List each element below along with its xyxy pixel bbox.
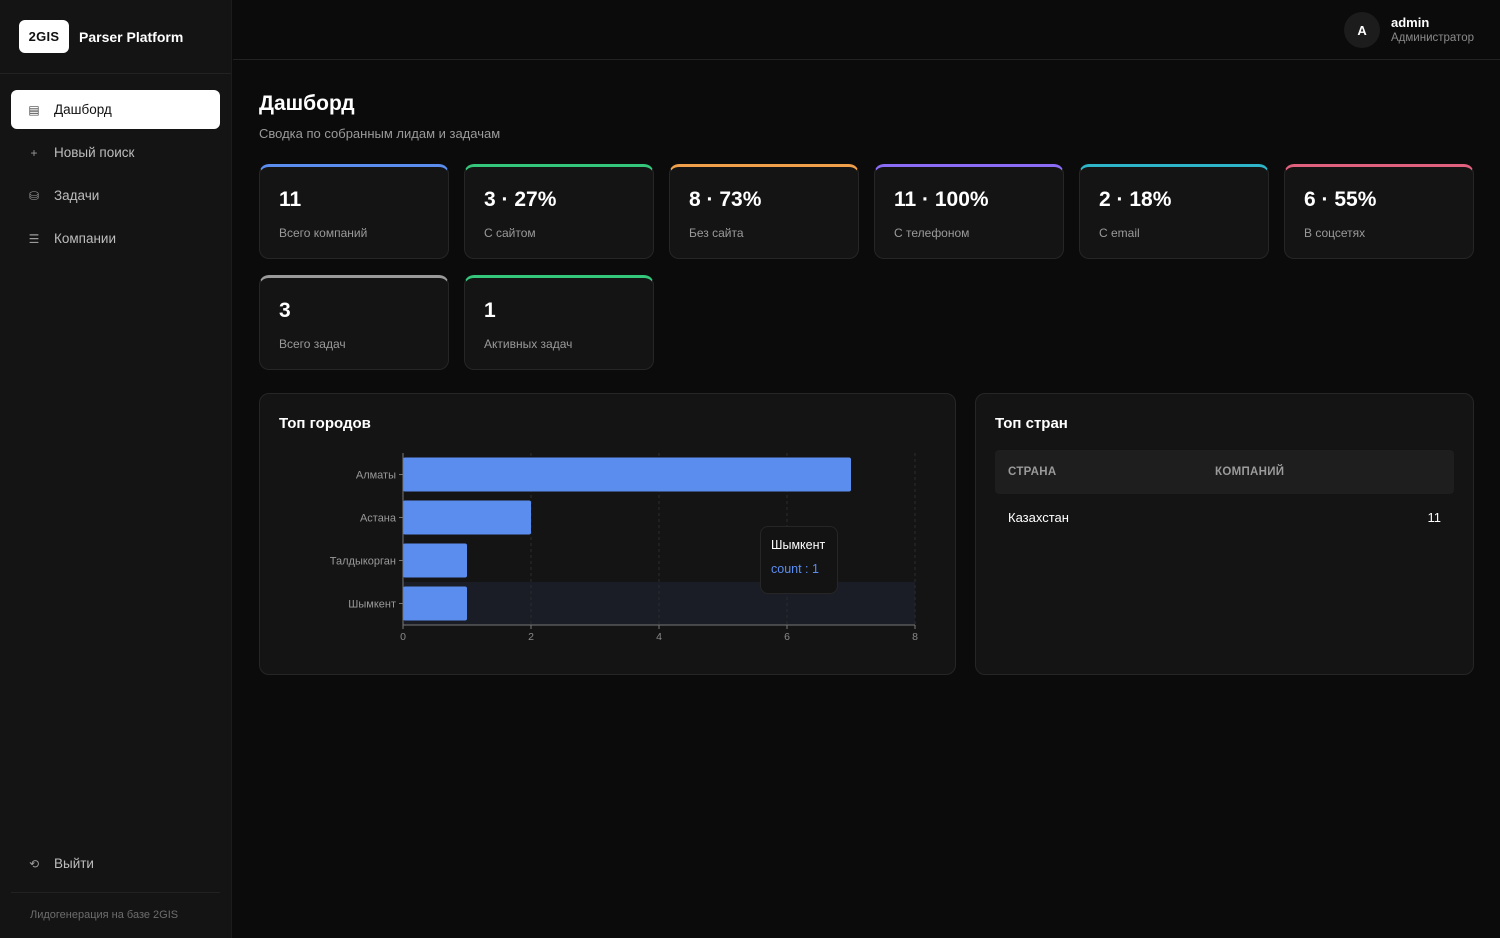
stat-value: 11 [279, 188, 302, 211]
stat-value: 3 [279, 299, 291, 322]
sidebar-item-new-search[interactable]: + Новый поиск [11, 133, 220, 172]
plus-icon: + [30, 145, 38, 160]
panel-title: Топ городов [279, 415, 371, 432]
stat-label: С email [1099, 226, 1140, 240]
category-label: Астана [360, 513, 397, 525]
list-icon: ☰ [28, 231, 40, 246]
stat-card-companies: 11 Всего компаний [259, 164, 449, 259]
x-tick-label: 6 [784, 631, 790, 643]
stat-value: 6 · 55% [1304, 188, 1377, 211]
top-cities-panel: Топ городов Алматы Астана Талдыкорган Шымке… [259, 393, 956, 675]
bar-2 [403, 500, 531, 535]
sidebar-item-companies[interactable]: ☰ Компании [11, 219, 220, 258]
panel-title: Топ стран [995, 415, 1068, 432]
sidebar-item-label: Дашборд [54, 102, 112, 117]
category-label: Шымкент [348, 599, 396, 611]
stat-card-with-site: 3 · 27% С сайтом [464, 164, 654, 259]
brand[interactable]: 2GIS Parser Platform [0, 0, 231, 74]
avatar: A [1344, 12, 1381, 48]
stat-card-with-email: 2 · 18% С email [1079, 164, 1269, 259]
table-row[interactable]: Казахстан 11 [995, 494, 1454, 540]
stat-value: 3 · 27% [484, 188, 557, 211]
column-header-companies[interactable]: КОМПАНИЙ [1215, 466, 1285, 478]
stat-value: 1 [484, 299, 496, 322]
sidebar-item-label: Задачи [54, 188, 100, 203]
stat-value: 2 · 18% [1099, 188, 1172, 211]
stat-label: С телефоном [894, 226, 970, 240]
chart-tooltip: Шымкент count : 1 [760, 526, 838, 594]
bar-4 [403, 586, 467, 621]
stat-card-social: 6 · 55% В соцсетях [1284, 164, 1474, 259]
stat-label: Активных задач [484, 337, 573, 351]
x-tick-label: 2 [528, 631, 534, 643]
sidebar-footer: Лидогенерация на базе 2GIS [11, 892, 220, 921]
brand-logo: 2GIS [19, 20, 69, 53]
page-subtitle: Сводка по собранным лидам и задачам [259, 126, 501, 141]
tooltip-title: Шымкент [771, 538, 826, 552]
countries-table: СТРАНА КОМПАНИЙ Казахстан 11 [995, 450, 1454, 540]
bar-1 [403, 457, 851, 492]
x-tick-label: 0 [400, 631, 406, 643]
stat-label: В соцсетях [1304, 226, 1366, 240]
country-cell: Казахстан [1008, 509, 1069, 525]
top-cities-chart: Алматы Астана Талдыкорган Шымкент 0 2 4 6 8 [330, 453, 918, 643]
sidebar-item-label: Компании [54, 231, 117, 246]
page-title: Дашборд [259, 92, 355, 115]
brand-name: Parser Platform [79, 28, 184, 45]
user-role: Администратор [1391, 32, 1474, 44]
stat-card-without-site: 8 · 73% Без сайта [669, 164, 859, 259]
sidebar-item-tasks[interactable]: ⛁ Задачи [11, 176, 220, 215]
database-icon: ⛁ [28, 188, 40, 203]
logout-button[interactable]: ⟲ Выйти [11, 844, 220, 883]
user-menu[interactable]: A admin Администратор [1344, 12, 1474, 48]
tooltip-value: count : 1 [771, 562, 819, 576]
table-header: СТРАНА КОМПАНИЙ [995, 450, 1454, 494]
column-header-country[interactable]: СТРАНА [1008, 466, 1057, 478]
stat-label: Всего задач [279, 337, 346, 351]
stat-value: 11 · 100% [894, 188, 989, 211]
topbar: A admin Администратор [233, 0, 1500, 60]
category-label: Талдыкорган [330, 556, 396, 568]
sidebar-nav: ▤ Дашборд + Новый поиск ⛁ Задачи ☰ Компа… [0, 74, 231, 258]
dashboard-icon: ▤ [28, 102, 40, 117]
stat-label: Без сайта [689, 226, 744, 240]
sidebar-item-dashboard[interactable]: ▤ Дашборд [11, 90, 220, 129]
stat-card-active-tasks: 1 Активных задач [464, 275, 654, 370]
stat-label: Всего компаний [279, 226, 368, 240]
stat-card-tasks: 3 Всего задач [259, 275, 449, 370]
logout-icon: ⟲ [28, 856, 40, 871]
stat-value: 8 · 73% [689, 188, 762, 211]
main-content: Дашборд Сводка по собранным лидам и зада… [259, 60, 1474, 675]
logout-label: Выйти [54, 856, 94, 871]
sidebar-item-label: Новый поиск [54, 145, 135, 160]
stat-card-with-phone: 11 · 100% С телефоном [874, 164, 1064, 259]
top-countries-panel: Топ стран СТРАНА КОМПАНИЙ Казахстан 11 [975, 393, 1474, 675]
category-label: Алматы [356, 470, 396, 482]
user-name: admin [1391, 15, 1430, 30]
bar-3 [403, 543, 467, 578]
sidebar: 2GIS Parser Platform ▤ Дашборд + Новый п… [0, 0, 232, 938]
stat-label: С сайтом [484, 226, 536, 240]
x-tick-label: 8 [912, 631, 918, 643]
count-cell: 11 [1427, 509, 1442, 525]
x-tick-label: 4 [656, 631, 662, 643]
